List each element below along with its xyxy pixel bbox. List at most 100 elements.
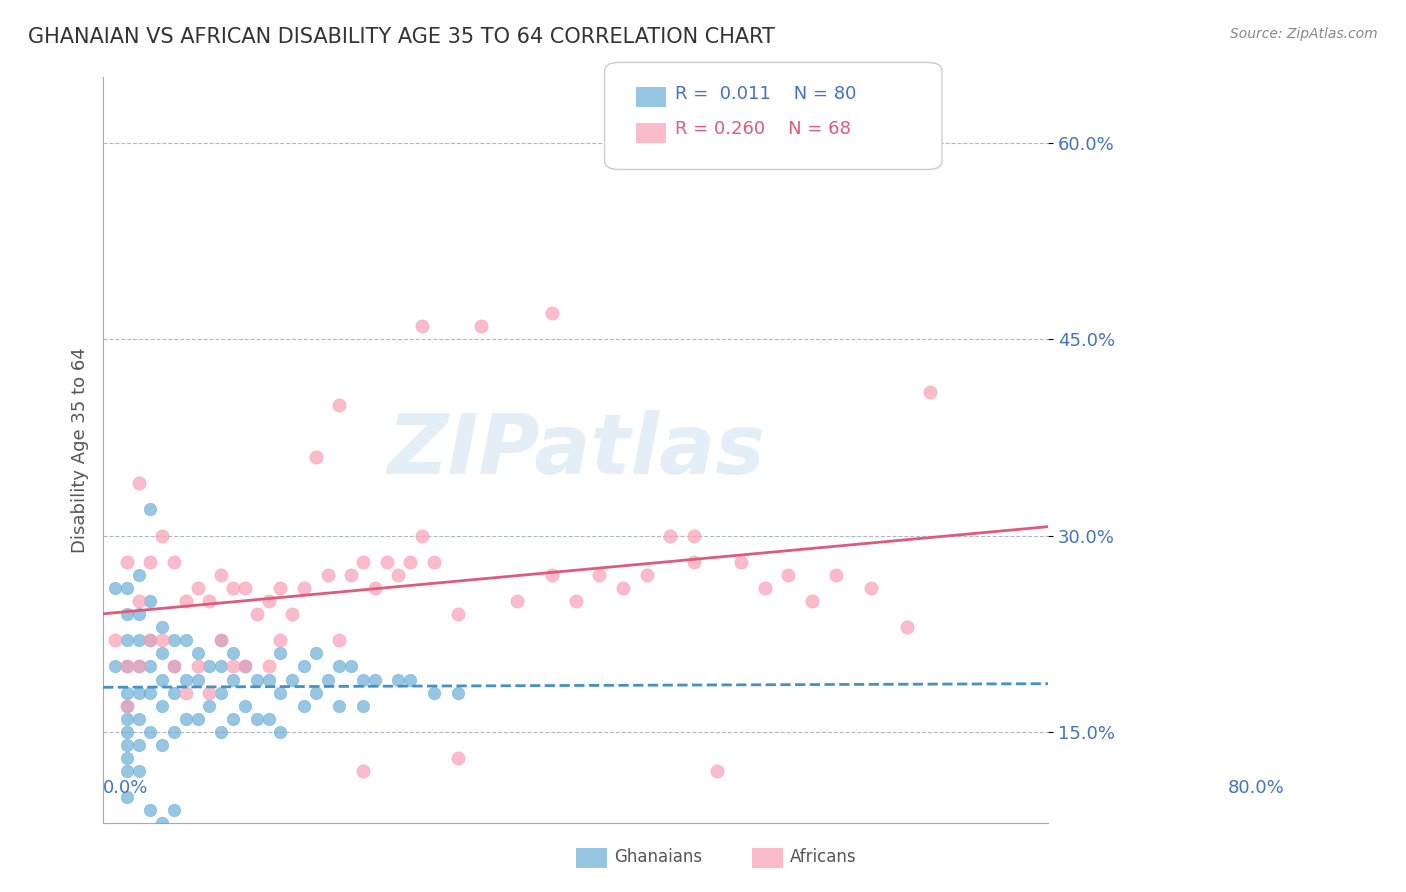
Y-axis label: Disability Age 35 to 64: Disability Age 35 to 64 [72, 348, 89, 553]
Point [115, 724, 138, 739]
Point [128, 633, 150, 648]
Point [163, 633, 186, 648]
Point [139, 685, 162, 699]
Point [174, 673, 197, 687]
Point [316, 673, 339, 687]
Point [128, 607, 150, 621]
Point [115, 751, 138, 765]
Point [269, 633, 291, 648]
Point [115, 685, 138, 699]
Point [423, 555, 446, 569]
Point [659, 528, 682, 542]
Point [128, 567, 150, 582]
Point [505, 594, 527, 608]
Point [411, 319, 433, 334]
Point [541, 567, 564, 582]
Point [352, 698, 374, 713]
Point [198, 659, 221, 673]
Point [423, 685, 446, 699]
Point [128, 738, 150, 752]
Point [128, 764, 150, 778]
Point [387, 673, 409, 687]
Point [860, 581, 883, 595]
Point [209, 567, 232, 582]
Text: 80.0%: 80.0% [1227, 779, 1285, 797]
Point [139, 555, 162, 569]
Point [174, 594, 197, 608]
Point [115, 712, 138, 726]
Point [305, 450, 328, 464]
Point [150, 698, 173, 713]
Point [115, 581, 138, 595]
Point [115, 659, 138, 673]
Point [150, 673, 173, 687]
Point [139, 633, 162, 648]
Point [706, 764, 728, 778]
Point [163, 724, 186, 739]
Point [222, 712, 245, 726]
Point [801, 594, 824, 608]
Point [209, 685, 232, 699]
Point [187, 712, 209, 726]
Point [198, 698, 221, 713]
Point [896, 620, 918, 634]
Point [128, 712, 150, 726]
Point [187, 673, 209, 687]
Point [824, 567, 846, 582]
Point [139, 594, 162, 608]
Point [233, 698, 256, 713]
Point [187, 646, 209, 660]
Point [128, 594, 150, 608]
Point [150, 738, 173, 752]
Point [115, 698, 138, 713]
Point [163, 804, 186, 818]
Point [115, 698, 138, 713]
Point [139, 724, 162, 739]
Point [246, 607, 269, 621]
Point [920, 384, 942, 399]
Point [233, 659, 256, 673]
Point [470, 319, 492, 334]
Point [257, 712, 280, 726]
Point [115, 738, 138, 752]
Point [257, 673, 280, 687]
Point [292, 581, 315, 595]
Point [328, 633, 350, 648]
Point [269, 646, 291, 660]
Point [364, 673, 387, 687]
Point [209, 724, 232, 739]
Point [375, 555, 398, 569]
Text: R =  0.011    N = 80: R = 0.011 N = 80 [675, 85, 856, 103]
Point [352, 764, 374, 778]
Point [174, 712, 197, 726]
Point [636, 567, 658, 582]
Point [328, 398, 350, 412]
Point [399, 555, 422, 569]
Point [104, 633, 127, 648]
Point [209, 633, 232, 648]
Point [292, 698, 315, 713]
Point [328, 659, 350, 673]
Point [163, 659, 186, 673]
Point [754, 581, 776, 595]
Point [316, 567, 339, 582]
Point [115, 555, 138, 569]
Point [128, 659, 150, 673]
Point [150, 528, 173, 542]
Point [233, 659, 256, 673]
Point [150, 646, 173, 660]
Point [352, 555, 374, 569]
Text: R = 0.260    N = 68: R = 0.260 N = 68 [675, 120, 851, 138]
Point [257, 594, 280, 608]
Point [163, 685, 186, 699]
Point [222, 581, 245, 595]
Point [257, 659, 280, 673]
Text: ZIPatlas: ZIPatlas [387, 410, 765, 491]
Point [328, 698, 350, 713]
Point [174, 685, 197, 699]
Point [104, 581, 127, 595]
Point [174, 633, 197, 648]
Point [139, 804, 162, 818]
Point [352, 673, 374, 687]
Point [104, 659, 127, 673]
